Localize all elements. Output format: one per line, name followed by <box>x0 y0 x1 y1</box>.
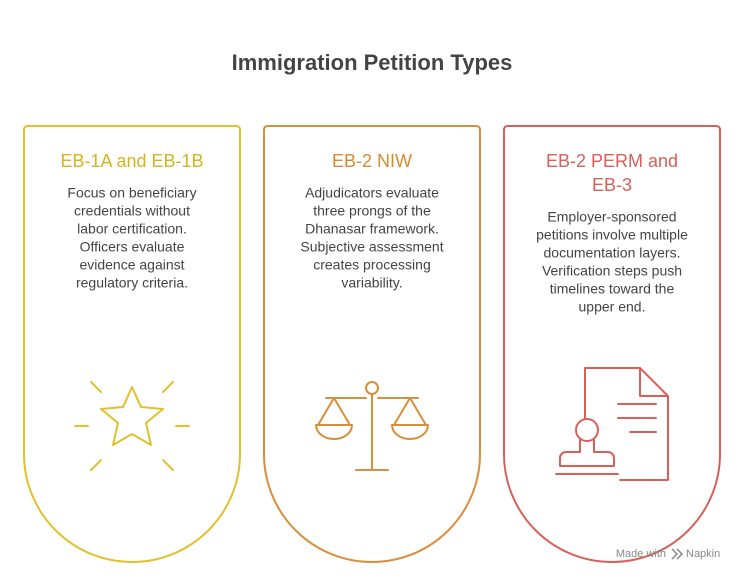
title: Immigration Petition Types <box>232 50 513 75</box>
cards: EB-1A and EB-1B Focus on beneficiary crede… <box>23 125 721 563</box>
card-title: EB-1A and EB-1B <box>60 151 203 171</box>
footer-brand: Napkin <box>686 548 720 560</box>
card-text: timelines toward the <box>550 281 675 297</box>
card-text: regulatory criteria. <box>76 275 188 291</box>
footer-made-with: Made with <box>616 548 666 560</box>
card-text: petitions involve multiple <box>536 227 688 243</box>
card-text: Officers evaluate <box>80 239 185 255</box>
card-text: Adjudicators evaluate <box>305 185 439 201</box>
card-outline <box>23 125 241 563</box>
card-text: upper end. <box>579 299 646 315</box>
card-title: EB-2 NIW <box>332 151 412 171</box>
card-text: credentials without <box>74 203 190 219</box>
star-icon <box>74 381 190 471</box>
document-stamp-icon <box>555 367 669 481</box>
card-text: Employer-sponsored <box>547 209 676 225</box>
card-title: EB-2 PERM and <box>546 151 678 171</box>
card-text: labor certification. <box>77 221 187 237</box>
card-text: Verification steps push <box>542 263 682 279</box>
napkin-logo <box>671 548 684 560</box>
card-text: Dhanasar framework. <box>305 221 439 237</box>
card-text: creates processing <box>313 257 431 273</box>
card-outline <box>503 125 721 563</box>
scales-icon <box>315 381 429 471</box>
card-title: EB-3 <box>592 175 632 195</box>
card-text: Focus on beneficiary <box>67 185 196 201</box>
card-text: variability. <box>341 275 402 291</box>
card-text: Subjective assessment <box>300 239 443 255</box>
card-outline <box>263 125 481 563</box>
card-text: three prongs of the <box>313 203 431 219</box>
card-text: evidence against <box>79 257 184 273</box>
card-text: documentation layers. <box>544 245 681 261</box>
